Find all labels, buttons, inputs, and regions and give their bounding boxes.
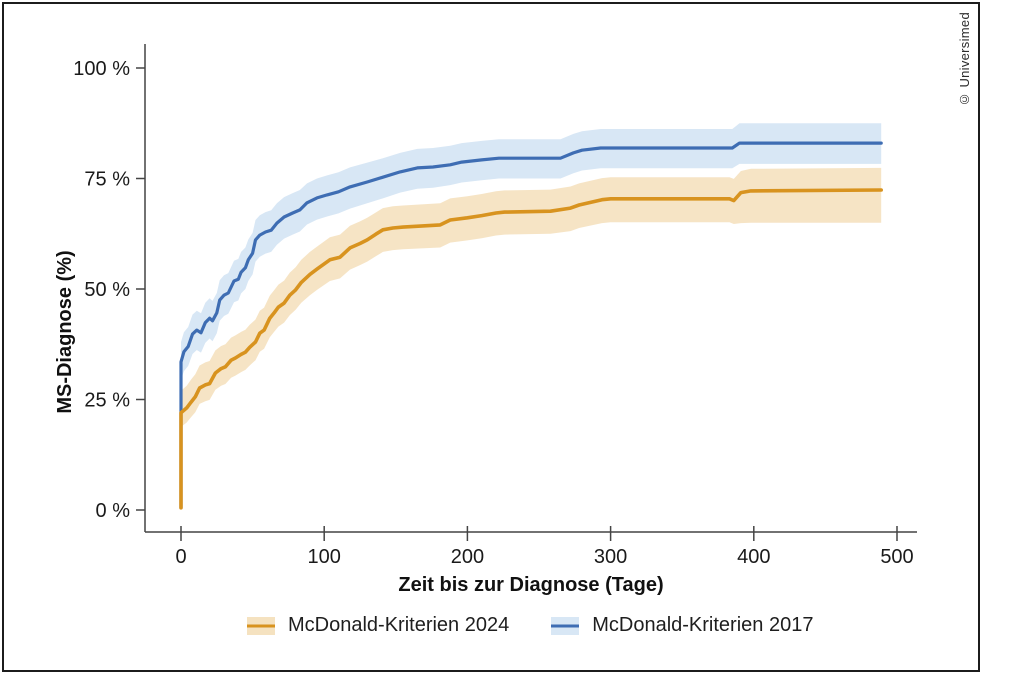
- y-axis-title: MS-Diagnose (%): [54, 250, 76, 414]
- series-mcdonald-2024-line: [179, 188, 884, 510]
- legend-swatch-2017: [551, 616, 580, 635]
- x-tick-label: 0: [175, 546, 186, 568]
- x-tick-label: 300: [594, 546, 627, 568]
- y-tick-label: 0 %: [96, 500, 131, 522]
- y-tick-label: 75 %: [84, 169, 130, 191]
- chart-svg: 0 % 25 % 50 % 75 % 100 % 0 100 200 300 400 500: [73, 44, 917, 568]
- legend-swatch-2024: [247, 616, 275, 635]
- legend-item-mcdonald-2017: McDonald-Kriterien 2017: [551, 614, 813, 637]
- legend-swatch-line-2017: [551, 624, 580, 627]
- x-tick-label: 400: [737, 546, 770, 568]
- copyright-text: © Universimed: [957, 12, 972, 107]
- x-tick-label: 100: [308, 546, 341, 568]
- legend-label-2024: McDonald-Kriterien 2024: [288, 614, 510, 636]
- series-mcdonald-2017-line: [179, 141, 883, 510]
- legend-item-mcdonald-2024: McDonald-Kriterien 2024: [247, 614, 509, 637]
- series-mcdonald-2017-confidence-band: [181, 123, 882, 380]
- series-mcdonald-2024-confidence-band: [181, 167, 882, 427]
- y-tick-label: 100 %: [73, 58, 130, 80]
- x-tick-label: 500: [880, 546, 913, 568]
- legend-swatch-line-2024: [247, 624, 275, 627]
- x-tick-label: 200: [451, 546, 484, 568]
- y-tick-label: 25 %: [84, 390, 130, 412]
- figure-frame: 0 % 25 % 50 % 75 % 100 % 0 100 200 300 400 500 MS-…: [2, 2, 980, 672]
- legend-label-2017: McDonald-Kriterien 2017: [592, 614, 814, 636]
- legend: McDonald-Kriterien 2024 McDonald-Kriteri…: [247, 614, 813, 637]
- axes: [144, 44, 917, 533]
- x-axis-title: Zeit bis zur Diagnose (Tage): [398, 574, 664, 596]
- y-tick-label: 50 %: [84, 279, 130, 301]
